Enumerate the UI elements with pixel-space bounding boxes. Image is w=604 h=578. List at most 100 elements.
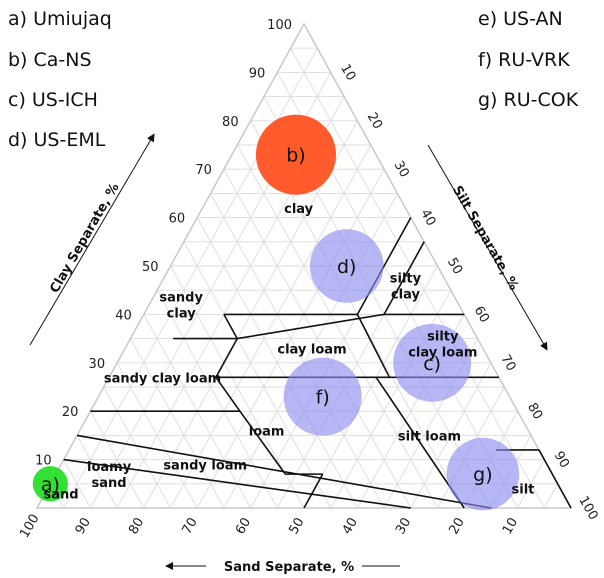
sand-axis-label: Sand Separate, % bbox=[224, 560, 354, 575]
axis-ticks: 10 20 30 40 50 60 70 80 90 100 10 20 30 40 50 60 70 80 90 1… bbox=[17, 18, 600, 541]
sand-tick-label: 30 bbox=[393, 515, 414, 537]
sand-tick-label: 70 bbox=[180, 515, 201, 537]
grid-line-silt bbox=[517, 459, 545, 509]
site-label-b: b) bbox=[286, 145, 305, 167]
site-label-d: d) bbox=[337, 256, 356, 278]
legend-item-b: b) Ca-NS bbox=[8, 49, 92, 71]
site-label-c: c) bbox=[423, 353, 441, 375]
class-label-sandy-clay: clay bbox=[167, 307, 197, 322]
silt-tick-label: 30 bbox=[390, 159, 411, 181]
class-boundary bbox=[215, 376, 241, 412]
sand-tick-label: 80 bbox=[126, 515, 147, 537]
class-label-silty-clay: silty bbox=[390, 271, 422, 286]
sand-tick-label: 50 bbox=[286, 515, 307, 537]
legend-item-e: e) US-AN bbox=[478, 8, 563, 30]
legend-item-c: c) US-ICH bbox=[8, 89, 98, 111]
silt-tick-label: 90 bbox=[551, 449, 572, 471]
grid-line-sand bbox=[183, 241, 332, 509]
grid-line-sand bbox=[156, 289, 278, 509]
legend-item-g: g) RU-COK bbox=[478, 89, 579, 111]
class-label-loamy-sand: loamy bbox=[87, 460, 132, 475]
class-label-silt-loam: silt loam bbox=[398, 429, 461, 444]
legend-item-f: f) RU-VRK bbox=[478, 49, 570, 71]
clay-tick-label: 90 bbox=[249, 66, 266, 81]
silt-tick-label: 50 bbox=[444, 255, 465, 277]
silt-tick-label: 10 bbox=[337, 62, 358, 84]
silt-tick-label: 100 bbox=[575, 494, 600, 523]
legend-item-d: d) US-EML bbox=[8, 129, 106, 151]
class-boundary bbox=[63, 458, 411, 509]
class-boundary bbox=[356, 217, 412, 315]
silt-tick-label: 80 bbox=[524, 401, 545, 423]
grid-line-silt bbox=[303, 265, 438, 509]
site-marker-b bbox=[255, 114, 337, 195]
site-label-f: f) bbox=[316, 387, 330, 409]
class-label-silty-clay-loam: silty bbox=[427, 329, 459, 344]
clay-axis-title: Clay Separate, % bbox=[29, 133, 155, 346]
silt-tick-label: 70 bbox=[497, 352, 518, 374]
site-markers bbox=[32, 114, 520, 511]
site-label-g: g) bbox=[473, 464, 492, 486]
grid-line-silt bbox=[170, 144, 372, 509]
class-boundary bbox=[76, 434, 492, 509]
grid-line-sand bbox=[116, 362, 198, 509]
site-marker-f bbox=[283, 357, 362, 436]
class-boundary bbox=[237, 313, 385, 340]
texture-class-boundaries bbox=[63, 217, 572, 509]
clay-tick-label: 50 bbox=[142, 260, 159, 275]
class-label-clay-loam: clay loam bbox=[277, 342, 346, 357]
class-boundary bbox=[239, 410, 286, 475]
class-boundary bbox=[538, 449, 572, 509]
clay-tick-label: 20 bbox=[62, 405, 79, 420]
sand-tick-label: 20 bbox=[447, 515, 468, 537]
clay-axis-label: Clay Separate, % bbox=[47, 181, 122, 296]
clay-tick-label: 80 bbox=[222, 115, 239, 130]
silt-tick-label: 20 bbox=[364, 110, 385, 132]
grid-line-sand bbox=[90, 410, 145, 509]
silt-tick-label: 60 bbox=[471, 304, 492, 326]
grid-line-silt bbox=[410, 362, 492, 509]
class-label-loam: loam bbox=[249, 425, 285, 440]
class-label-silty-clay: clay bbox=[391, 287, 421, 302]
sand-tick-label: 10 bbox=[500, 515, 521, 537]
class-label-silt: silt bbox=[512, 483, 535, 498]
class-boundary bbox=[303, 473, 324, 509]
class-boundary bbox=[356, 314, 391, 378]
clay-tick-label: 70 bbox=[195, 163, 212, 178]
silt-axis-label: Silt Separate, % bbox=[449, 183, 521, 293]
sand-axis-title: Sand Separate, % bbox=[165, 560, 400, 575]
clay-tick-label: 60 bbox=[169, 212, 186, 227]
class-label-sandy-clay: sandy bbox=[159, 291, 203, 306]
grid-line-sand bbox=[290, 47, 545, 509]
legend-item-a: a) Umiujaq bbox=[8, 8, 112, 30]
grid-line-sand bbox=[170, 265, 305, 509]
class-label-loamy-sand: sand bbox=[92, 476, 127, 491]
sand-tick-label: 40 bbox=[340, 515, 361, 537]
class-label-sand: sand bbox=[43, 487, 78, 502]
class-label-sandy-loam: sandy loam bbox=[163, 458, 247, 473]
grid-line-sand bbox=[236, 144, 438, 509]
class-label-clay: clay bbox=[284, 202, 314, 217]
class-label-sandy-clay-loam: sandy clay loam bbox=[104, 371, 221, 386]
site-marker-c bbox=[393, 323, 472, 402]
clay-tick-label: 30 bbox=[89, 357, 106, 372]
grid-line-sand bbox=[130, 338, 225, 509]
site-marker-a bbox=[32, 466, 68, 502]
grid-line-silt bbox=[543, 483, 559, 509]
site-label-a: a) bbox=[41, 474, 60, 496]
sand-tick-label: 60 bbox=[233, 515, 254, 537]
site-marker-g bbox=[446, 437, 520, 511]
grid-line-sand bbox=[103, 386, 171, 509]
legend: a) Umiujaq b) Ca-NS c) US-ICH d) US-EML … bbox=[8, 8, 579, 151]
clay-tick-label: 40 bbox=[115, 308, 132, 323]
clay-tick-label: 10 bbox=[35, 454, 52, 469]
class-boundary bbox=[383, 241, 425, 315]
class-label-silty-clay-loam: clay loam bbox=[408, 345, 477, 360]
sand-tick-label: 90 bbox=[73, 515, 94, 537]
site-marker-d bbox=[309, 229, 384, 303]
silt-tick-label: 40 bbox=[417, 207, 438, 229]
clay-tick-label: 100 bbox=[267, 18, 292, 33]
class-boundary bbox=[215, 338, 238, 378]
